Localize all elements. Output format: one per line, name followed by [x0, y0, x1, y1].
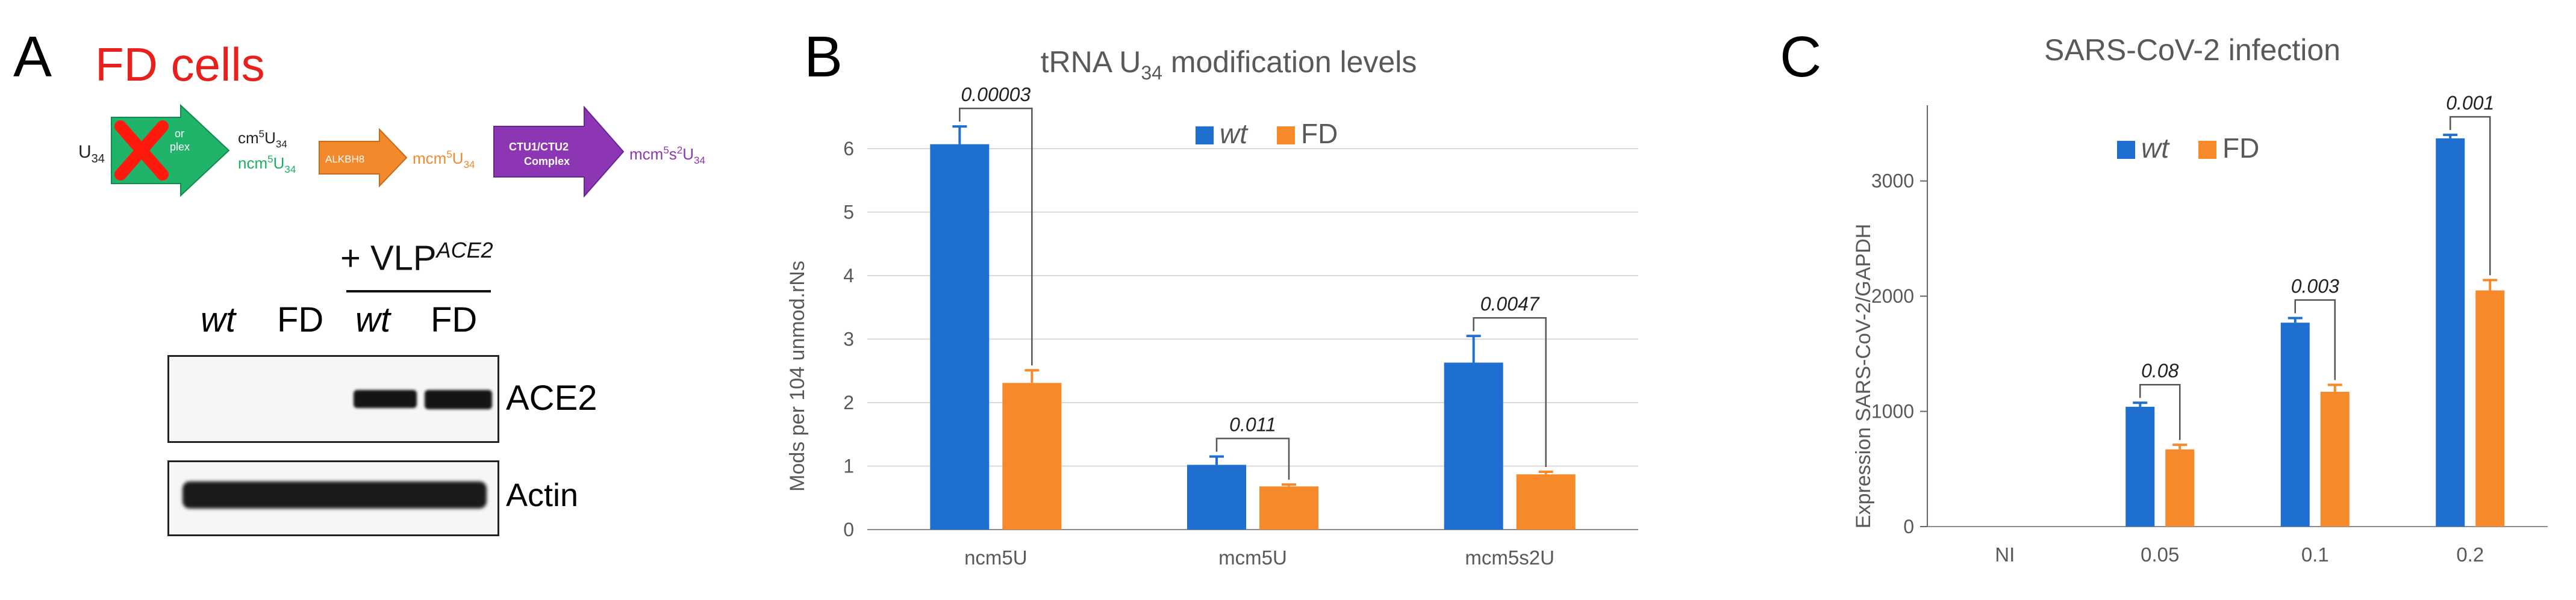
significance-bracket	[2139, 383, 2181, 441]
actin-row-label: Actin	[506, 477, 579, 513]
ace2-blot	[167, 355, 499, 443]
ctu-complex-label-1: CTU1/CTU2	[509, 141, 569, 153]
bar-wt-0.05	[2125, 406, 2155, 527]
y-tick-label: 6	[843, 138, 854, 159]
significance-bracket	[1473, 317, 1547, 467]
actin-band	[182, 481, 487, 509]
pathway-start-label: U34	[78, 142, 105, 165]
ctu-complex-label-2: Complex	[524, 155, 570, 167]
y-tick-label: 5	[843, 202, 854, 223]
legend-swatch-wt	[1196, 126, 1214, 144]
chart-b-ylabel: Mods per 104 unmod.rNs	[786, 261, 809, 492]
lane-label-wt-2: wt	[355, 300, 390, 339]
ace2-row-label: ACE2	[506, 379, 597, 418]
p-value-label: 0.08	[2141, 360, 2178, 382]
significance-bracket	[2294, 299, 2336, 380]
elongator-text-2: plex	[170, 141, 190, 153]
knockout-x-icon	[114, 120, 169, 181]
y-tick-label: 2	[843, 392, 854, 413]
ctu-complex-arrow	[493, 105, 625, 198]
y-tick-label: 3	[843, 329, 854, 350]
actin-blot	[167, 460, 499, 536]
p-value-label: 0.0047	[1480, 293, 1540, 315]
intermediate-cm5u34: cm5U34	[238, 128, 287, 150]
legend-label-FD: FD	[2222, 132, 2259, 164]
p-value-label: 0.011	[1229, 414, 1276, 436]
p-value-label: 0.001	[2446, 92, 2494, 114]
p-value-label: 0.003	[2291, 276, 2339, 297]
modification-pathway-diagram: U34 or plex cm5U34 ncm5U34 ALKBH8 mcm5U3…	[78, 104, 705, 198]
y-tick-label: 0	[843, 519, 854, 540]
y-tick-label: 1000	[1871, 401, 1914, 422]
lane-label-fd-1: FD	[277, 300, 324, 339]
x-category-label: 0.2	[2456, 543, 2484, 566]
product-mcm5s2u34: mcm5s2U34	[629, 144, 705, 166]
alkbh8-arrow	[319, 128, 408, 188]
bar-wt-mcm5s2U	[1444, 362, 1503, 530]
legend-label-wt: wt	[2141, 132, 2170, 164]
x-category-label: mcm5U	[1218, 546, 1287, 569]
lane-label-wt-1: wt	[201, 300, 235, 339]
lane-label-fd-2: FD	[431, 300, 478, 339]
panel-a-letter: A	[13, 25, 52, 89]
legend-label-wt: wt	[1220, 118, 1249, 149]
x-category-label: NI	[1995, 543, 2015, 566]
significance-bracket	[959, 107, 1033, 366]
bar-FD-0.1	[2320, 392, 2350, 527]
bar-FD-ncm5U	[1002, 383, 1062, 530]
legend-swatch-FD	[1277, 126, 1295, 144]
significance-bracket	[2450, 116, 2491, 276]
ace2-band-lane3	[354, 390, 417, 408]
bar-FD-mcm5s2U	[1516, 474, 1576, 530]
panel-b-letter: B	[804, 25, 843, 89]
panel-c-letter: C	[1780, 25, 1822, 89]
p-value-label: 0.00003	[961, 84, 1031, 105]
chart-b-modification-levels: tRNA U34 modification levels Mods per 10…	[786, 45, 1638, 569]
bar-FD-0.2	[2475, 290, 2505, 527]
bar-wt-ncm5U	[930, 144, 990, 530]
y-tick-label: 0	[1903, 516, 1914, 537]
chart-c-title: SARS-CoV-2 infection	[2044, 33, 2341, 67]
elongator-text-1: or	[175, 128, 184, 140]
bar-wt-0.1	[2280, 323, 2310, 527]
chart-c-ylabel: Expression SARS-CoV-2/GAPDH	[1852, 224, 1875, 528]
significance-bracket	[1215, 438, 1290, 480]
bar-wt-0.2	[2436, 138, 2465, 527]
x-category-label: 0.1	[2301, 543, 2329, 566]
vlp-treatment-label: + VLPACE2	[340, 238, 493, 278]
y-tick-label: 1	[843, 456, 854, 477]
x-category-label: ncm5U	[964, 546, 1028, 569]
elongator-arrow	[111, 104, 230, 197]
ace2-band-lane4	[425, 390, 492, 409]
bar-wt-mcm5U	[1187, 465, 1246, 530]
legend-swatch-wt	[2117, 141, 2135, 159]
y-tick-label: 4	[843, 265, 854, 286]
fd-cells-title: FD cells	[95, 38, 265, 91]
x-category-label: 0.05	[2141, 543, 2179, 566]
y-tick-label: 2000	[1871, 285, 1914, 307]
legend-swatch-FD	[2198, 141, 2216, 159]
bar-FD-mcm5U	[1259, 486, 1318, 530]
y-tick-label: 3000	[1871, 170, 1914, 192]
chart-c-sars-cov2-infection: SARS-CoV-2 infection Expression SARS-CoV…	[1852, 33, 2548, 566]
bar-FD-0.05	[2165, 449, 2195, 527]
alkbh8-label: ALKBH8	[325, 153, 364, 165]
chart-b-title: tRNA U34 modification levels	[1041, 45, 1417, 84]
intermediate-ncm5u34: ncm5U34	[238, 153, 296, 175]
legend-label-FD: FD	[1301, 118, 1338, 149]
product-mcm5u34: mcm5U34	[413, 149, 475, 170]
vlp-bracket-line	[346, 290, 491, 292]
x-category-label: mcm5s2U	[1465, 546, 1555, 569]
